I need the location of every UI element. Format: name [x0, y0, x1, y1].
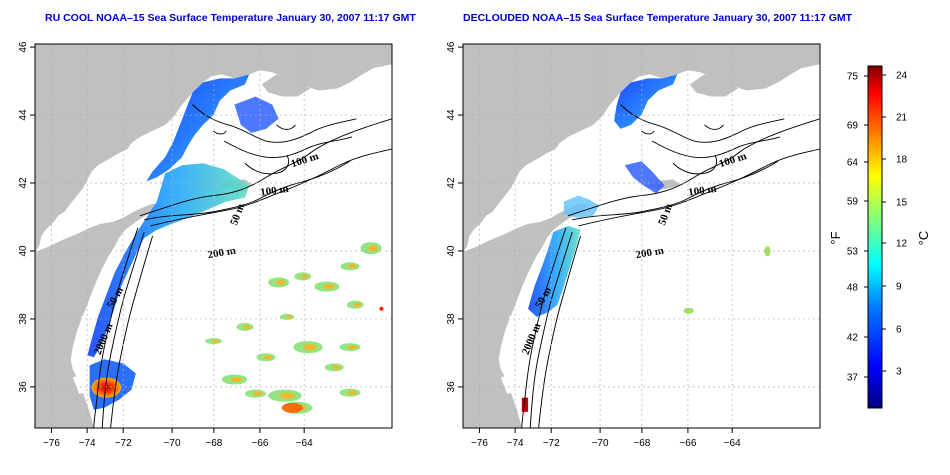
lon-tick-label: −68 [633, 438, 650, 449]
lat-tick-label: 40 [18, 245, 29, 257]
lon-tick-label: −64 [724, 438, 741, 449]
celsius-tick-label: 6 [896, 325, 902, 336]
fahrenheit-tick-label: 64 [847, 158, 859, 169]
lat-tick-label: 42 [18, 177, 29, 189]
lon-tick-label: −66 [679, 438, 696, 449]
lat-tick-label: 40 [446, 245, 457, 257]
contour-label: 100 m [259, 183, 289, 198]
colorbar-gradient [867, 65, 883, 409]
lon-tick-label: −68 [205, 438, 222, 449]
fahrenheit-tick-label: 37 [847, 373, 859, 384]
lat-tick-label: 38 [18, 313, 29, 325]
lon-tick-label: −66 [251, 438, 268, 449]
graticule [35, 44, 392, 428]
celsius-tick-label: 15 [896, 198, 908, 209]
lat-tick-label: 42 [446, 177, 457, 189]
lon-tick-label: −64 [296, 438, 313, 449]
celsius-tick-label: 21 [896, 113, 908, 124]
fahrenheit-tick-label: 69 [847, 121, 859, 132]
fahrenheit-axis-title: °F [828, 231, 843, 244]
colorbar: 75 69 64 59 53 48 42 37 24 21 18 15 12 9 6 3 °F °C [828, 65, 931, 409]
lon-tick-label: −76 [471, 438, 488, 449]
lon-tick-label: −72 [115, 438, 132, 449]
map-panel-left: RU COOL NOAA–15 Sea Surface Temperature … [18, 12, 416, 449]
lat-tick-label: 44 [18, 109, 29, 121]
map-panel-right: DECLOUDED NOAA–15 Sea Surface Temperatur… [446, 12, 853, 449]
celsius-tick-label: 24 [896, 71, 908, 82]
celsius-tick-label: 3 [896, 367, 902, 378]
graticule [463, 44, 820, 428]
contour-label: 200 m [635, 245, 665, 261]
celsius-tick-label: 9 [896, 282, 902, 293]
celsius-axis-title: °C [916, 231, 931, 246]
panel-title: DECLOUDED NOAA–15 Sea Surface Temperatur… [463, 12, 853, 24]
fahrenheit-tick-label: 75 [847, 72, 859, 83]
fahrenheit-tick-label: 48 [847, 283, 859, 294]
lon-tick-label: −70 [164, 438, 181, 449]
contour-label: 200 m [207, 245, 237, 261]
fahrenheit-tick-label: 53 [847, 247, 859, 258]
contour-label: 100 m [687, 183, 717, 198]
lat-tick-label: 44 [446, 109, 457, 121]
lon-tick-label: −76 [43, 438, 60, 449]
lat-tick-label: 46 [18, 41, 29, 53]
lon-tick-label: −72 [543, 438, 560, 449]
fahrenheit-tick-label: 59 [847, 197, 859, 208]
celsius-tick-label: 12 [896, 239, 908, 250]
lat-tick-label: 46 [446, 41, 457, 53]
lon-tick-label: −70 [592, 438, 609, 449]
lon-tick-label: −74 [507, 438, 524, 449]
panel-title: RU COOL NOAA–15 Sea Surface Temperature … [45, 12, 416, 24]
lat-tick-label: 38 [446, 313, 457, 325]
lon-tick-label: −74 [79, 438, 96, 449]
lat-tick-label: 36 [18, 381, 29, 393]
sst-overlay [87, 74, 384, 414]
lat-tick-label: 36 [446, 381, 457, 393]
fahrenheit-tick-label: 42 [847, 333, 859, 344]
celsius-tick-label: 18 [896, 155, 908, 166]
